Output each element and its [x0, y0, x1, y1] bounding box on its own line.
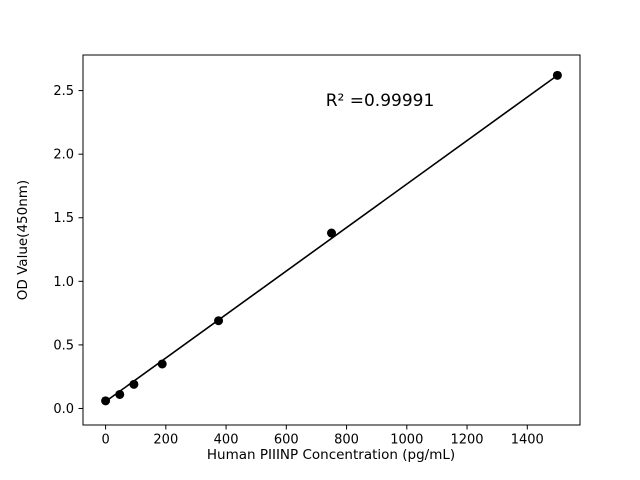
plot-area: 0 200 400 600 800 1000 1200 1400 0.0 0.5 1.0 1.5 2.0… — [53, 54, 581, 448]
data-point — [129, 379, 139, 389]
axes-frame — [82, 54, 581, 426]
y-tick-label: 1.5 — [53, 211, 74, 226]
fit-line — [105, 74, 558, 403]
y-tick-label: 0.5 — [53, 338, 74, 353]
data-point — [157, 359, 167, 369]
data-point — [214, 316, 224, 326]
x-tick-label: 1400 — [511, 433, 544, 448]
data-point — [327, 228, 336, 238]
y-tick-label: 0.0 — [53, 402, 74, 417]
x-tick-label: 1000 — [390, 433, 423, 448]
data-point — [552, 70, 562, 80]
x-tick-label: 200 — [153, 433, 178, 448]
y-tick-label: 1.0 — [53, 275, 74, 290]
x-tick-label: 1200 — [450, 433, 483, 448]
data-point — [115, 389, 125, 399]
y-tick-label: 2.5 — [53, 84, 74, 99]
y-tick-label: 2.0 — [53, 148, 74, 163]
y-axis-label: OD Value(450nm) — [15, 180, 31, 300]
x-tick-label: 400 — [214, 433, 239, 448]
r-squared-annotation: R² =0.99991 — [326, 91, 435, 111]
data-point — [101, 396, 111, 406]
x-tick-label: 0 — [101, 433, 109, 448]
x-axis-label: Human PIIINP Concentration (pg/mL) — [207, 447, 455, 463]
x-tick-label: 800 — [334, 433, 359, 448]
x-tick-label: 600 — [274, 433, 299, 448]
